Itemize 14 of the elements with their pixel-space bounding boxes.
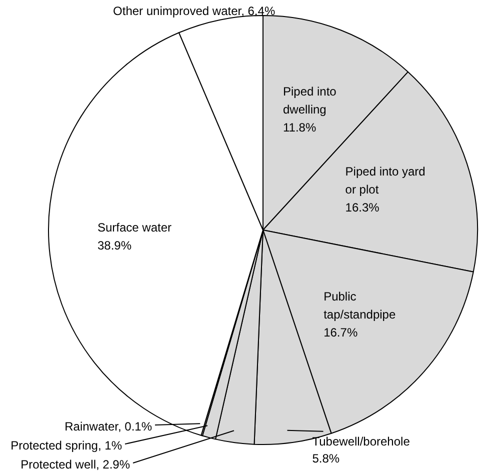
slice-label: Surface water	[97, 220, 172, 234]
data-label: 11.8%	[282, 120, 316, 134]
slice-label: Tubewell/borehole	[312, 434, 410, 449]
data-label: 16.3%	[345, 200, 380, 214]
slice-label: Piped into dwelling	[282, 84, 337, 116]
data-label: 5.8%	[312, 452, 340, 466]
slice-label: Protected spring, 1%	[10, 438, 122, 452]
data-label: 16.7%	[324, 325, 358, 340]
slice-label: Public tap/standpipe	[324, 289, 396, 322]
data-label: 38.9%	[97, 238, 132, 252]
slice-label: Protected well, 2.9%	[20, 457, 130, 472]
slice-label: Other unimproved water, 6.4%	[113, 4, 276, 18]
slice-label: Piped into yard or plot	[345, 164, 426, 196]
slice-label: Rainwater, 0.1%	[64, 419, 152, 434]
